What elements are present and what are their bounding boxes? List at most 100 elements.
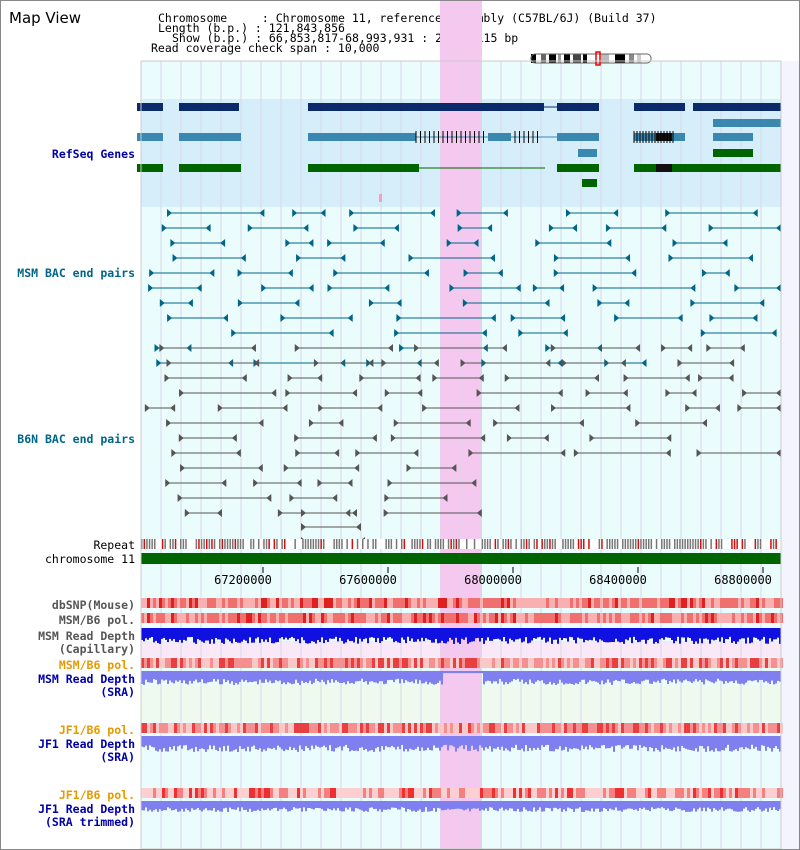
repeat-mark — [481, 539, 484, 549]
jf1-depth-trimmed-bar — [363, 801, 365, 812]
ideogram-band — [549, 54, 556, 63]
jf1-pol-2-strip-cell — [288, 788, 291, 798]
msm-depth-capillary-bar — [695, 628, 697, 642]
dbsnp-strip-cell — [732, 598, 735, 608]
jf1-pol-2-strip-cell — [378, 788, 381, 798]
b6n-bac-pair-end — [739, 344, 745, 352]
track-label-msm-depth-sra[interactable]: MSM Read Depth — [38, 672, 135, 686]
msm-pol-sra-strip-cell — [441, 658, 444, 668]
jf1-depth-trimmed-bar — [513, 801, 515, 812]
jf1-depth-trimmed-bar — [405, 801, 407, 812]
jf1-pol-2-strip-cell — [756, 788, 759, 798]
jf1-depth-sra-bar — [365, 736, 367, 749]
repeat-mark — [562, 539, 564, 549]
msm-pol-sra-strip-cell — [612, 658, 615, 668]
msm-depth-capillary-bar — [363, 628, 365, 640]
track-label-msm-b6-pol-sra[interactable]: MSM/B6 pol. — [58, 658, 135, 672]
msm-pol-strip-cell — [153, 613, 156, 623]
msm-pol-sra-strip-cell — [705, 658, 708, 668]
jf1-depth-trimmed-bar — [391, 801, 393, 808]
msm-depth-capillary-bar — [287, 628, 289, 640]
jf1-depth-sra-bar — [287, 736, 289, 751]
msm-pol-sra-strip-cell — [417, 658, 420, 668]
msm-depth-sra-bar — [479, 671, 481, 674]
jf1-depth-trimmed-bar — [261, 801, 263, 809]
msm-depth-sra-bar — [547, 671, 549, 684]
track-label-msm-b6-pol[interactable]: MSM/B6 pol. — [58, 613, 135, 627]
jf1-depth-trimmed-bar — [437, 801, 439, 808]
msm-pol-strip-cell — [249, 613, 252, 623]
jf1-depth-trimmed-bar — [479, 801, 481, 811]
track-label-jf1-b6-pol[interactable]: JF1/B6 pol. — [58, 723, 135, 737]
jf1-depth-trimmed-bar — [549, 801, 551, 809]
msm-depth-capillary-bar — [417, 628, 419, 640]
dbsnp-strip-cell — [216, 598, 219, 608]
msm-depth-capillary-bar — [239, 628, 241, 643]
msm-depth-capillary-bar — [457, 628, 459, 643]
b6n-bac-pair-end — [178, 434, 184, 442]
jf1-depth-sra-bar — [639, 736, 641, 745]
msm-pol-sra-strip-cell — [309, 658, 312, 668]
track-label-msm-bac[interactable]: MSM BAC end pairs — [17, 266, 135, 280]
jf1-depth-trimmed-bar — [195, 801, 197, 810]
jf1-depth-sra-bar — [275, 736, 277, 750]
jf1-depth-trimmed-bar — [605, 801, 607, 809]
msm-depth-sra-bar — [435, 671, 437, 685]
jf1-pol-2-strip-cell — [282, 788, 285, 798]
msm-depth-sra-bar — [445, 671, 447, 674]
msm-depth-sra-bar — [305, 671, 307, 683]
jf1-depth-trimmed-bar — [773, 801, 775, 808]
msm-pol-strip-cell — [183, 613, 186, 623]
track-label-msm-depth-capillary[interactable]: MSM Read Depth — [38, 629, 135, 643]
jf1-depth-trimmed-bar — [357, 801, 359, 809]
msm-depth-sra-bar — [713, 671, 715, 684]
jf1-depth-trimmed-bar — [319, 801, 321, 809]
track-label-refseq[interactable]: RefSeq Genes — [51, 147, 135, 161]
msm-depth-sra-bar — [473, 671, 475, 674]
msm-pol-strip-cell — [159, 613, 162, 623]
msm-pol-strip-cell — [441, 613, 444, 623]
msm-depth-capillary-bar — [681, 628, 683, 638]
dbsnp-strip-cell — [561, 598, 564, 608]
jf1-depth-trimmed-bar — [459, 801, 461, 809]
jf1-depth-sra-bar — [713, 736, 715, 752]
track-label-jf1-depth-sra[interactable]: JF1 Read Depth — [38, 737, 135, 751]
msm-bac-pair-end — [379, 239, 385, 247]
track-label-dbsnp[interactable]: dbSNP(Mouse) — [51, 598, 135, 612]
jf1-depth-sra-bar — [657, 736, 659, 751]
msm-pol-sra-strip-cell — [522, 658, 525, 668]
dbsnp-strip-cell — [408, 598, 411, 608]
jf1-pol-strip-cell — [564, 723, 567, 733]
jf1-depth-trimmed-bar — [763, 801, 765, 811]
track-label-jf1-b6-pol-2[interactable]: JF1/B6 pol. — [58, 788, 135, 802]
jf1-pol-strip-cell — [285, 723, 288, 733]
repeat-mark — [694, 539, 697, 549]
b6n-bac-pair-end — [476, 389, 482, 397]
jf1-depth-sra-bar — [715, 736, 717, 749]
jf1-pol-2-strip-cell — [222, 788, 225, 798]
msm-depth-capillary-bar — [403, 628, 405, 640]
repeat-mark — [434, 539, 437, 549]
dbsnp-strip-cell — [714, 598, 717, 608]
msm-bac-pair-end — [327, 284, 333, 292]
msm-depth-sra-bar — [727, 671, 729, 683]
repeat-mark — [180, 539, 182, 549]
jf1-pol-strip-cell — [639, 723, 642, 733]
msm-pol-sra-strip-cell — [363, 658, 366, 668]
msm-pol-sra-strip-cell — [741, 658, 744, 668]
msm-bac-pair-end — [606, 239, 612, 247]
jf1-depth-sra-bar — [207, 736, 209, 750]
repeat-mark — [564, 539, 567, 549]
track-label-jf1-depth-trimmed[interactable]: JF1 Read Depth — [38, 802, 135, 816]
jf1-pol-strip-cell — [282, 723, 285, 733]
jf1-pol-strip-cell — [594, 723, 597, 733]
jf1-depth-sra-bar — [613, 736, 615, 752]
track-label-b6n-bac[interactable]: B6N BAC end pairs — [17, 432, 135, 446]
jf1-depth-sra-bar — [505, 736, 507, 749]
msm-depth-capillary-bar — [501, 628, 503, 642]
msm-depth-sra-bar — [389, 671, 391, 680]
b6n-bac-pair-end — [480, 434, 486, 442]
dbsnp-strip-cell — [243, 598, 246, 608]
msm-depth-sra-bar — [141, 671, 143, 685]
